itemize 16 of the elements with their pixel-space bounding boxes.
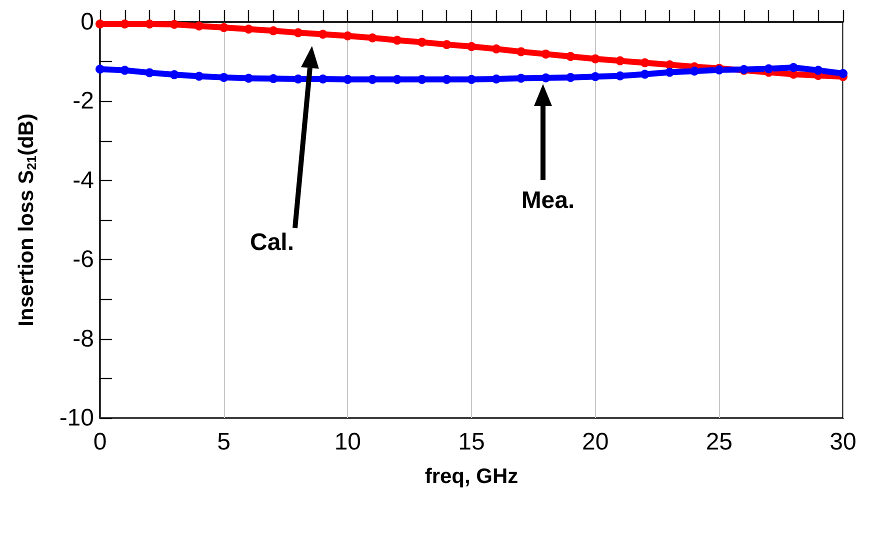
- x-tick-label: 25: [706, 428, 733, 456]
- x-tick-label: 15: [458, 428, 485, 456]
- x-tick-label: 10: [334, 428, 362, 456]
- y-tick-label: -8: [72, 325, 94, 352]
- annotation: Mea.: [521, 187, 575, 214]
- x-tick-label: 30: [830, 428, 856, 456]
- x-axis-title: freq, GHz: [424, 465, 518, 488]
- y-tick-label: 0: [80, 8, 94, 36]
- x-tick-label: 5: [217, 428, 231, 456]
- y-tick-label: -4: [72, 166, 94, 194]
- y-axis-title: Insertion loss S21(dB): [15, 114, 39, 326]
- y-tick-label: -10: [59, 404, 94, 432]
- annotation: Cal.: [250, 229, 294, 256]
- y-tick-label: -6: [72, 246, 94, 274]
- y-tick-label: -2: [72, 88, 94, 115]
- x-tick-label: 20: [582, 428, 609, 456]
